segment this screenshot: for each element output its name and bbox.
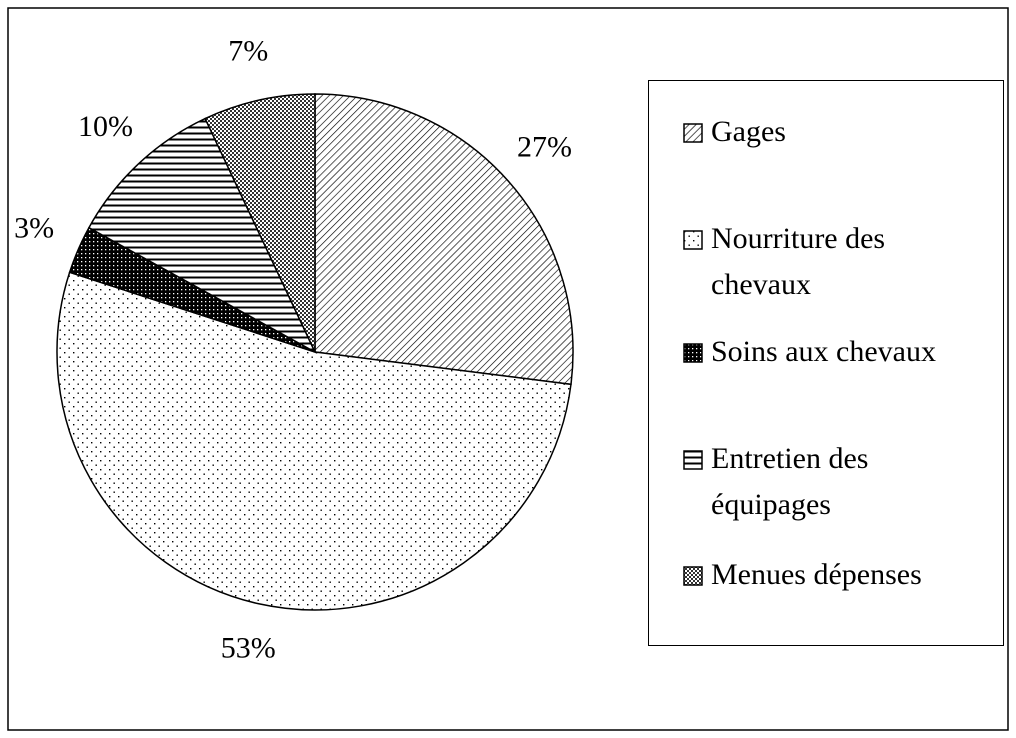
legend-label: Menues dépenses (711, 558, 922, 591)
legend-swatch-box (683, 450, 703, 470)
pie-slice (314, 93, 574, 386)
legend-swatch (683, 566, 703, 586)
legend-swatch (683, 450, 703, 470)
legend-swatch-box (683, 343, 703, 363)
legend-swatch (683, 343, 703, 363)
legend-swatch-box (683, 123, 703, 143)
data-label: 3% (14, 211, 54, 244)
data-label: 10% (78, 110, 133, 143)
legend-swatch-box (683, 230, 703, 250)
legend-item: Entretien des équipages (683, 436, 983, 528)
pie-slice (204, 93, 316, 353)
legend-swatch (683, 230, 703, 250)
legend-item: Gages (683, 109, 983, 155)
legend-item: Soins aux chevaux (683, 329, 983, 375)
legend-label: Nourriture des chevaux (711, 222, 886, 301)
legend-swatch-box (683, 566, 703, 586)
legend-item: Menues dépenses (683, 552, 983, 598)
legend-swatch (683, 123, 703, 143)
legend-label: Soins aux chevaux (711, 335, 936, 368)
legend-label: Entretien des équipages (711, 442, 869, 521)
legend-label: Gages (711, 115, 786, 148)
data-label: 7% (228, 34, 268, 67)
frame (7, 7, 1009, 731)
data-label: 53% (221, 632, 276, 665)
data-label: 27% (517, 131, 572, 164)
pie-slice (56, 271, 572, 611)
legend-item: Nourriture des chevaux (683, 216, 983, 308)
legend: Gages Nourriture des chevaux Soins aux che… (648, 80, 1004, 646)
pie-slice (87, 117, 317, 354)
